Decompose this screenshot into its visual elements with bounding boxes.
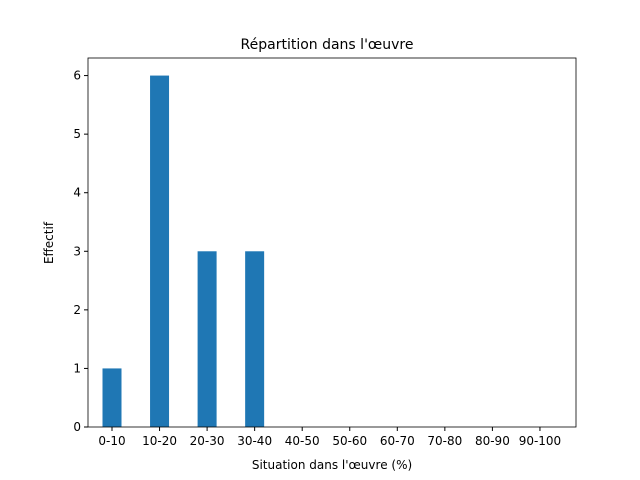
x-tick-label: 60-70 <box>380 434 415 448</box>
x-tick-label: 80-90 <box>475 434 510 448</box>
bar <box>245 251 265 427</box>
x-tick-label: 50-60 <box>332 434 367 448</box>
y-axis-label: Effectif <box>42 221 56 264</box>
x-axis-label: Situation dans l'œuvre (%) <box>252 458 412 472</box>
y-tick-label: 5 <box>73 127 81 141</box>
y-tick-label: 6 <box>73 69 81 83</box>
bar <box>150 75 170 428</box>
y-tick-label: 2 <box>73 303 81 317</box>
x-tick-label: 90-100 <box>519 434 562 448</box>
x-tick-label: 10-20 <box>142 434 177 448</box>
x-tick-label: 20-30 <box>190 434 225 448</box>
y-tick-label: 1 <box>73 361 81 375</box>
x-tick-label: 70-80 <box>427 434 462 448</box>
y-tick-label: 0 <box>73 420 81 434</box>
chart-title: Répartition dans l'œuvre <box>241 37 414 53</box>
bar <box>197 251 217 427</box>
y-tick-label: 3 <box>73 244 81 258</box>
bar <box>102 368 122 427</box>
x-tick-label: 0-10 <box>98 434 125 448</box>
plot-frame <box>87 57 577 428</box>
x-tick-label: 40-50 <box>285 434 320 448</box>
x-tick-label: 30-40 <box>237 434 272 448</box>
y-tick-label: 4 <box>73 186 81 200</box>
